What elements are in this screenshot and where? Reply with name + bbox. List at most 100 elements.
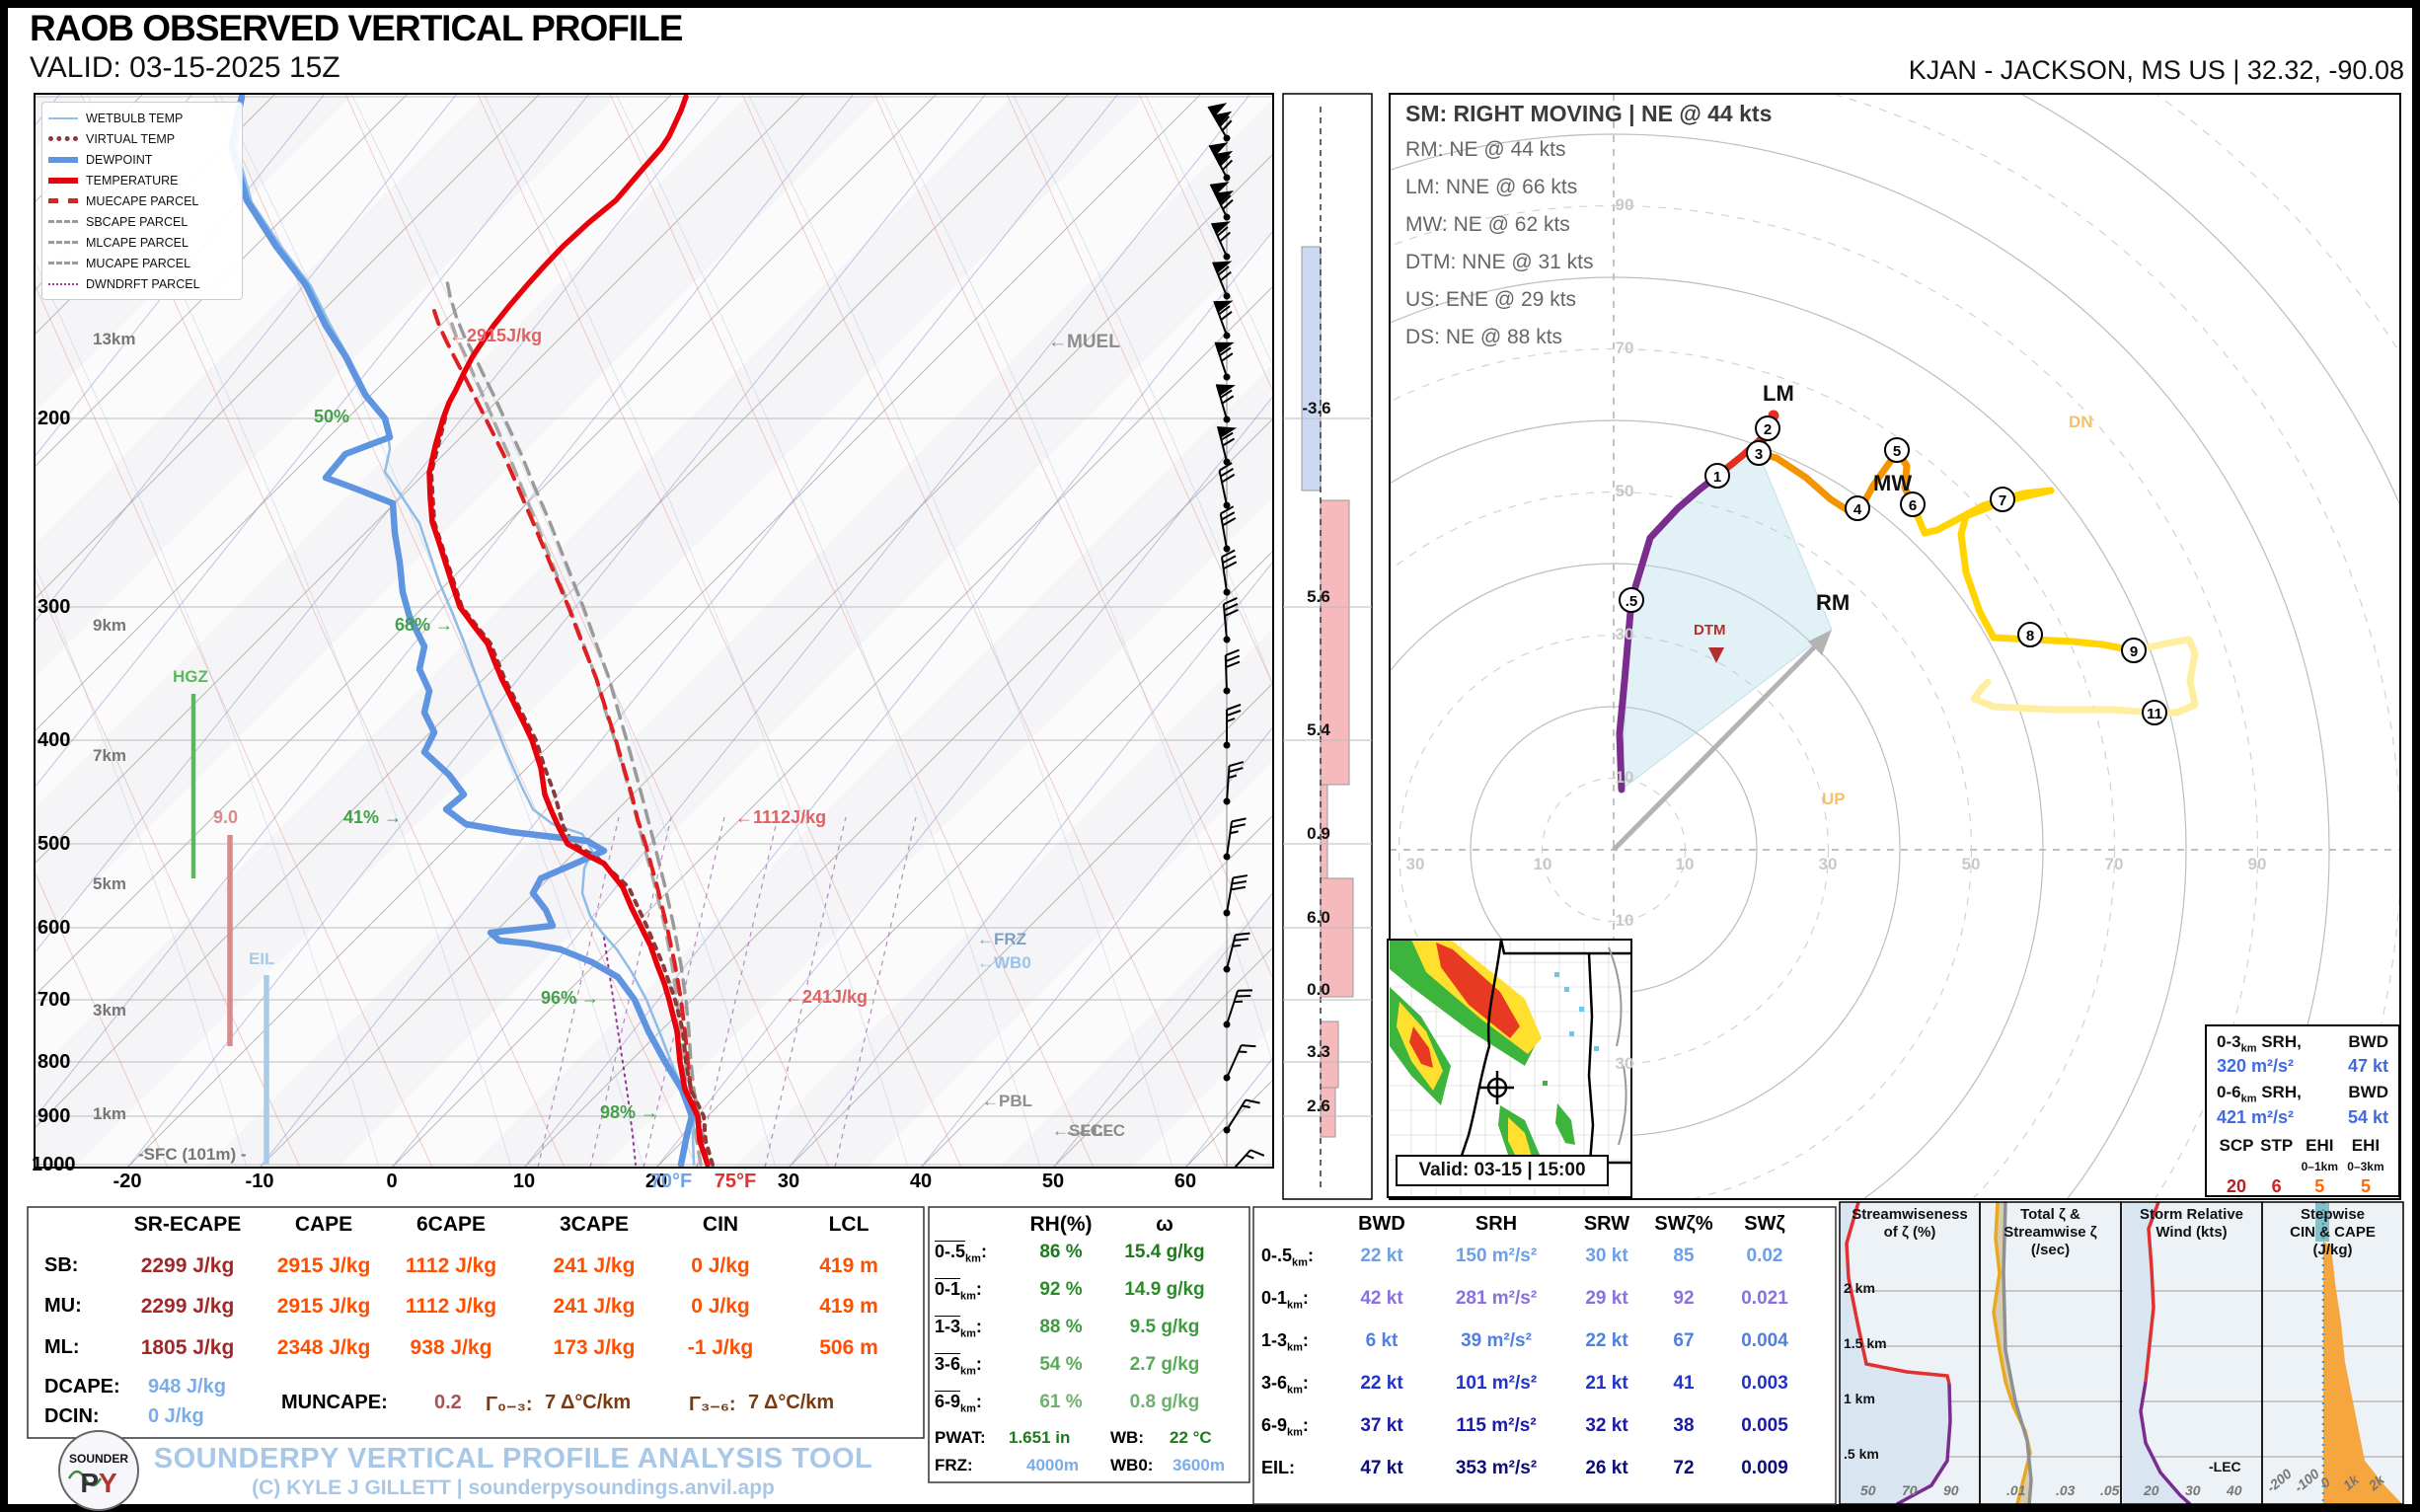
hodograph-rings (1390, 94, 2400, 1199)
ml-cin: -1 J/kg (687, 1336, 754, 1359)
surface-height-label: -SFC (101m) - (138, 1145, 247, 1164)
p4-title: Stepwise CIN & CAPE (J/kg) (2290, 1206, 2376, 1258)
mini-panels (1839, 1201, 2404, 1506)
lm-label: LM (1763, 381, 1794, 406)
ring-label: 70 (1615, 339, 1634, 357)
dwndrft-legend-swatch (48, 282, 78, 285)
surface-temp-f-label: 75°F (714, 1171, 757, 1192)
rm-vector-line (1612, 642, 1820, 852)
srh3-header-row: 0-3km SRH, BWD (2217, 1032, 2388, 1055)
legend-label: DWNDRFT PARCEL (86, 276, 200, 291)
frz-value: 4000m (1026, 1456, 1079, 1474)
temp-axis-tick: 50 (1041, 1171, 1065, 1192)
ml-cape: 2348 J/kg (276, 1336, 371, 1359)
srh-0-3km-value: 320 m²/s² (2217, 1056, 2295, 1077)
km-marker: .5 (1619, 587, 1644, 613)
p1-curve-upper (1845, 1201, 1951, 1385)
pressure-tick: 400 (38, 729, 71, 751)
footer-tool-title: SOUNDERPY VERTICAL PROFILE ANALYSIS TOOL (153, 1443, 873, 1474)
lapse-rate-value-label: 9.0 (213, 807, 239, 827)
srw-value: 22 kt (1585, 1330, 1628, 1351)
bwd-0-6km-value: 54 kt (2347, 1106, 2388, 1127)
km-marker: 3 (1746, 440, 1772, 466)
lapse-3-6-value: 7 Δ°C/km (748, 1392, 835, 1413)
storm-motion-line: US: ENE @ 29 kts (1405, 288, 1577, 311)
mixing-ratio-value: 15.4 g/kg (1124, 1242, 1205, 1262)
ml-lcl: 506 m (819, 1336, 878, 1359)
ring-label: 50 (1615, 482, 1634, 500)
srh-bwd-box: 0-3km SRH, BWD 320 m²/s² 47 kt 0-6km SRH… (2205, 1024, 2400, 1197)
bwd-value: 6 kt (1365, 1330, 1399, 1351)
panel-tick: .03 (2056, 1482, 2076, 1498)
height-tick: 7km (93, 746, 127, 765)
swz-value: 0.003 (1741, 1373, 1788, 1394)
ring-label: 90 (1615, 195, 1634, 214)
temperature-legend-swatch (48, 177, 78, 184)
km-marker: 1 (1704, 463, 1730, 489)
dewpoint-curve (228, 94, 696, 1168)
thermo-row-label: ML: (44, 1336, 80, 1358)
hodo-trace-upper (1909, 487, 2138, 654)
dcape-label: DCAPE: (44, 1376, 120, 1398)
panel-tick: 90 (1943, 1482, 1959, 1498)
kinematics-table-frame (1252, 1206, 1837, 1505)
kin-row-label: 0-1km: (1261, 1288, 1309, 1312)
p4-cape-fill (2323, 1242, 2402, 1504)
panel-km-label: 1.5 km (1844, 1335, 1887, 1351)
p2-title: Total ζ & Streamwise ζ (/sec) (2004, 1206, 2097, 1258)
sfc-label: ←SFC (1052, 1121, 1102, 1140)
storm-motion-line: DS: NE @ 88 kts (1405, 326, 1563, 348)
swzpct-value: 38 (1673, 1415, 1695, 1436)
mlcape-legend-swatch (48, 241, 78, 244)
storm-motion-line: RM: NE @ 44 kts (1405, 138, 1566, 161)
srh3-value-row: 320 m²/s² 47 kt (2217, 1056, 2388, 1077)
mixing-ratio-value: 0.8 g/kg (1129, 1392, 1200, 1412)
thermo-row-label: SB: (44, 1254, 79, 1276)
wb0-label: ←WB0 (977, 953, 1031, 972)
swz-value: 0.02 (1746, 1246, 1783, 1266)
ring-label: 30 (1615, 1054, 1634, 1073)
legend-label: MUCAPE PARCEL (86, 256, 191, 270)
rh-annotation: 41% → (343, 807, 403, 827)
mu-6cape: 1112 J/kg (405, 1295, 497, 1318)
srh-value: 150 m²/s² (1455, 1246, 1538, 1266)
kin-row-label: EIL: (1261, 1458, 1295, 1477)
thermo-column-header: 6CAPE (416, 1213, 487, 1236)
pressure-tick: 1000 (32, 1154, 76, 1175)
scp-value: 20 (2226, 1175, 2247, 1196)
thermo-column-header: LCL (828, 1213, 870, 1236)
ring-label: 30 (1615, 625, 1634, 643)
radar-inset-frame (1387, 939, 1632, 1198)
km-marker: 7 (1990, 487, 2015, 512)
radar-inset (1388, 940, 1631, 1197)
mw-label: MW (1873, 471, 1913, 495)
surface-wetbulb-f-label: 70°F (649, 1171, 693, 1192)
swz-value: 0.005 (1741, 1415, 1788, 1436)
ring-label: 90 (2247, 855, 2267, 873)
dcape-value: 948 J/kg (148, 1376, 226, 1398)
mixing-ratio-value: 9.5 g/kg (1129, 1317, 1200, 1337)
temp-axis-tick: 20 (644, 1171, 668, 1192)
hodo-trace-mid (1755, 446, 1917, 516)
mucape-legend-swatch (48, 262, 78, 265)
p3-curve-lower (2139, 1381, 2192, 1506)
srw-value: 26 kt (1585, 1458, 1628, 1478)
km-marker: 6 (1900, 491, 1926, 517)
dtm-label: DTM (1694, 622, 1726, 639)
legend-label: SBCAPE PARCEL (86, 214, 189, 229)
rh-value: 92 % (1039, 1279, 1083, 1300)
sounderpy-logo: SOUNDER PY (58, 1430, 139, 1511)
srh-value: 39 m²/s² (1461, 1330, 1532, 1351)
swzpct-value: 72 (1673, 1458, 1695, 1478)
panel-tick: 70 (1902, 1482, 1918, 1498)
dtm-marker (1708, 647, 1724, 663)
km-marker: 4 (1845, 495, 1870, 521)
legend-label: WETBULB TEMP (86, 111, 184, 125)
p1-curve-lower (1896, 1383, 1952, 1506)
pwat-label: PWAT: (935, 1428, 986, 1447)
ring-label: 70 (2104, 855, 2124, 873)
pressure-tick: 300 (38, 596, 71, 618)
pressure-tick: 800 (38, 1051, 71, 1073)
swzpct-value: 92 (1673, 1288, 1695, 1309)
